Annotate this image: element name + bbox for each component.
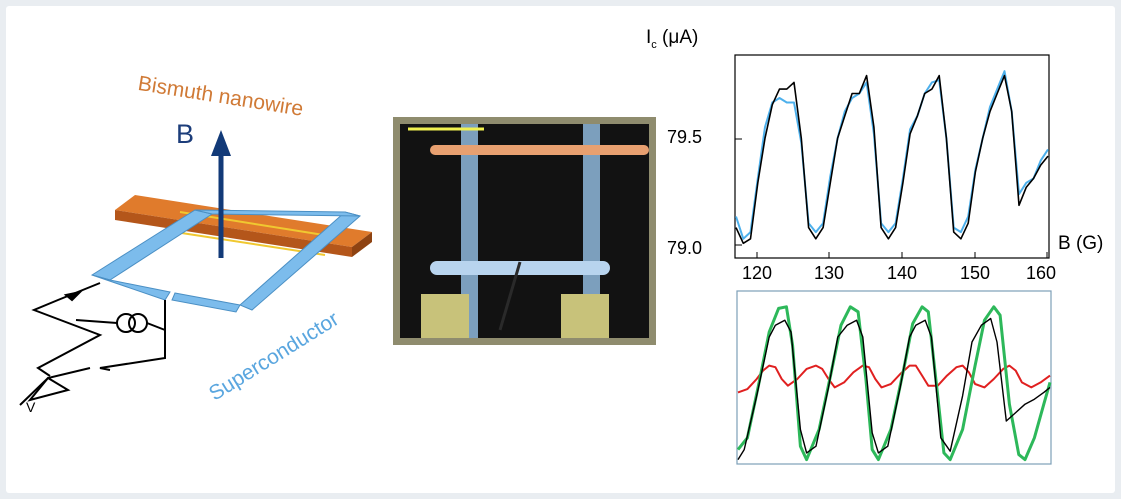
series-line [735, 74, 1049, 245]
y-tick-label: 79.5 [667, 127, 703, 147]
x-tick-label: 150 [959, 263, 991, 283]
series-line [735, 70, 1049, 240]
sem-image [393, 117, 656, 345]
series-line [737, 317, 1051, 460]
top-chart-series [735, 70, 1049, 245]
voltmeter-label: V [26, 399, 36, 415]
measurement-circuit [19, 282, 166, 406]
x-axis-label: B (G) [1058, 233, 1104, 254]
bottom-chart-series [736, 305, 1052, 462]
x-tick-label: 120 [741, 263, 773, 283]
superconductor-loop [90, 209, 362, 313]
field-label: B [176, 119, 195, 149]
y-tick-label: 79.0 [667, 238, 703, 258]
x-tick-label: 130 [813, 263, 845, 283]
x-tick-label: 160 [1025, 263, 1057, 283]
y-axis-label: Ic (μA) [646, 27, 699, 51]
series-line [737, 364, 1051, 394]
field-arrow [211, 130, 231, 258]
x-tick-label: 140 [886, 263, 918, 283]
bottom-chart-frame [736, 290, 1052, 465]
